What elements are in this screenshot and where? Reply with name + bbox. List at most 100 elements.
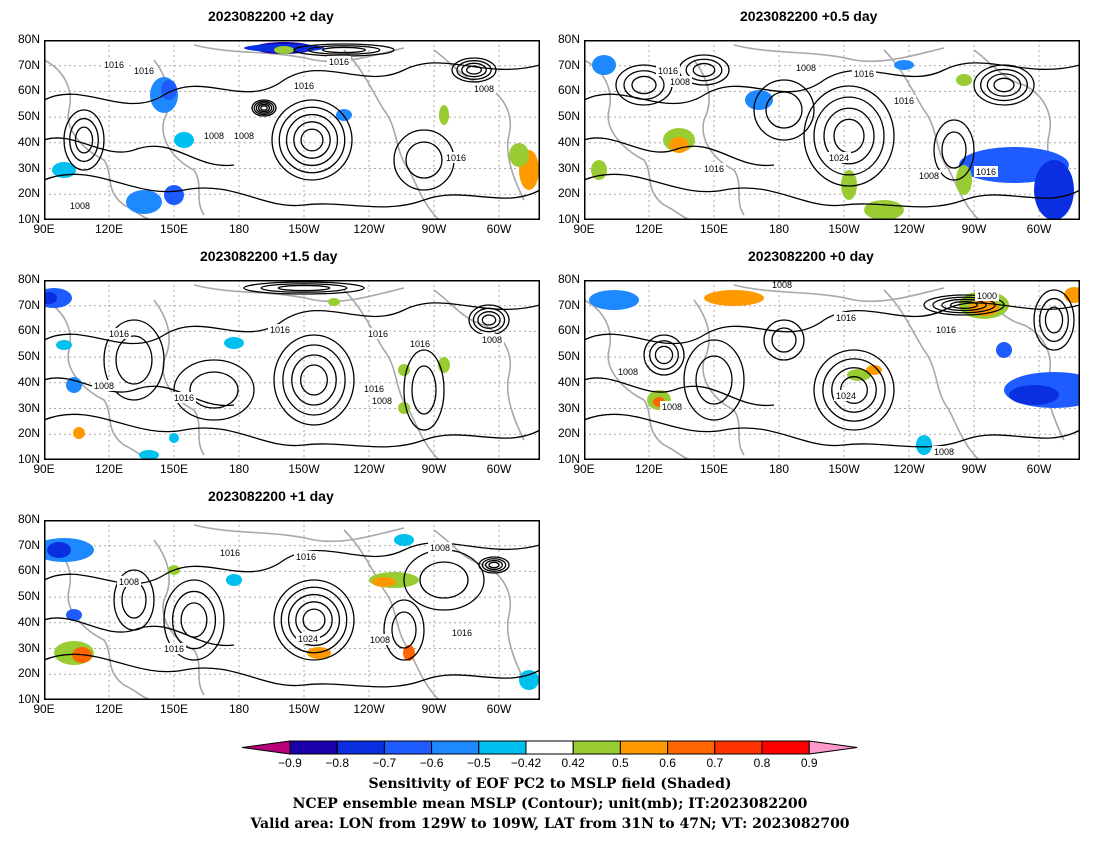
lat-tick-label: 70N bbox=[17, 537, 40, 552]
pressure-label-bg bbox=[107, 328, 131, 339]
sensitivity-shade bbox=[372, 577, 396, 587]
coastline bbox=[733, 284, 945, 303]
lat-tick-label: 70N bbox=[557, 57, 580, 72]
sensitivity-shade bbox=[274, 46, 294, 54]
lat-tick-label: 30N bbox=[17, 400, 40, 415]
pressure-contour bbox=[63, 109, 105, 171]
lon-tick-label: 90E bbox=[573, 222, 595, 236]
pressure-contour bbox=[278, 106, 346, 174]
colorbar-segment bbox=[525, 740, 574, 755]
pressure-contour bbox=[44, 62, 540, 105]
sensitivity-shade bbox=[1009, 385, 1059, 405]
map-frame bbox=[44, 280, 540, 460]
pressure-label-bg bbox=[472, 83, 496, 94]
pressure-label-bg bbox=[117, 576, 141, 587]
pressure-label-bg bbox=[68, 200, 92, 211]
pressure-contour bbox=[980, 68, 1028, 102]
pressure-contour bbox=[584, 413, 1080, 448]
pressure-contour bbox=[584, 377, 775, 407]
lat-tick-label: 20N bbox=[17, 666, 40, 681]
pressure-label: 1016 bbox=[174, 393, 194, 403]
pressure-label-bg bbox=[362, 383, 386, 394]
pressure-contour bbox=[383, 599, 425, 661]
pressure-contour bbox=[293, 121, 331, 159]
map-panel-plus-2-day: 2023082200 +2 day 80N 70N 60N 50N 40N 30N 20N 1… bbox=[0, 0, 550, 240]
pressure-label-bg bbox=[368, 634, 392, 645]
pressure-contour bbox=[485, 559, 503, 571]
pressure-contour bbox=[285, 113, 339, 167]
coastline bbox=[193, 284, 405, 303]
pressure-label: 1016 bbox=[220, 548, 240, 558]
lat-tick-label: 10N bbox=[557, 212, 580, 226]
colorbar-label: 0.9 bbox=[800, 756, 818, 770]
lon-tick-label: 150E bbox=[159, 462, 189, 476]
pressure-label: 1016 bbox=[854, 69, 874, 79]
lat-tick-label: 30N bbox=[17, 640, 40, 655]
sensitivity-shade bbox=[841, 170, 857, 200]
pressure-contour bbox=[654, 345, 674, 365]
sensitivity-shade bbox=[126, 190, 162, 214]
map-frame bbox=[44, 40, 540, 220]
lon-tick-label: 120W bbox=[353, 222, 385, 236]
pressure-label-bg bbox=[294, 551, 318, 562]
pressure-contour bbox=[685, 58, 723, 82]
sensitivity-shade bbox=[1034, 160, 1074, 220]
pressure-contour bbox=[941, 298, 987, 312]
pressure-label: 1016 bbox=[104, 60, 124, 70]
pressure-contour bbox=[833, 118, 865, 154]
map-plot-area: 1016 1016 1008 1008 1024 1008 1016 1016 bbox=[44, 520, 540, 700]
lat-tick-label: 40N bbox=[17, 134, 40, 149]
pressure-label: 1008 bbox=[474, 84, 494, 94]
lon-tick-label: 120W bbox=[353, 702, 385, 716]
pressure-label-bg bbox=[292, 80, 316, 91]
coastline bbox=[584, 59, 695, 220]
lon-tick-label: 90W bbox=[421, 462, 447, 476]
pressure-contour bbox=[271, 99, 353, 181]
pressure-contour bbox=[813, 96, 885, 176]
pressure-contour bbox=[803, 85, 895, 187]
pressure-contour bbox=[753, 79, 815, 141]
pressure-label: 1016 bbox=[894, 96, 914, 106]
sensitivity-shade bbox=[864, 200, 904, 220]
panel-title: 2023082200 +0.5 day bbox=[740, 8, 878, 24]
panel-title: 2023082200 +1 day bbox=[208, 488, 334, 504]
sensitivity-shade bbox=[398, 402, 410, 414]
lon-tick-label: 150W bbox=[288, 462, 320, 476]
pressure-contour bbox=[765, 91, 803, 129]
sensitivity-shade bbox=[44, 292, 57, 304]
lon-tick-label: 90E bbox=[573, 462, 595, 476]
pressure-contour bbox=[277, 284, 331, 292]
pressure-contour bbox=[950, 301, 978, 309]
pressure-contour bbox=[180, 602, 208, 638]
map-panel-plus-1-day: 2023082200 +1 day 80N 70N 60N 50N 40N 30N 20N 1… bbox=[0, 480, 550, 720]
coastline bbox=[343, 49, 440, 220]
pressure-contour bbox=[584, 62, 1080, 105]
pressure-label: 1008 bbox=[370, 635, 390, 645]
sensitivity-shade bbox=[589, 290, 639, 310]
pressure-label: 1016 bbox=[704, 164, 724, 174]
map-frame bbox=[584, 40, 1080, 220]
sensitivity-shade bbox=[164, 185, 184, 205]
pressure-label: 1016 bbox=[446, 153, 466, 163]
pressure-label-bg bbox=[370, 395, 394, 406]
pressure-contour bbox=[300, 128, 324, 152]
pressure-contour bbox=[456, 60, 492, 80]
pressure-label: 1008 bbox=[919, 171, 939, 181]
sensitivity-shade bbox=[328, 298, 340, 306]
pressure-contour bbox=[44, 173, 540, 208]
panel-title: 2023082200 +0 day bbox=[748, 248, 874, 264]
pressure-label: 1016 bbox=[410, 339, 430, 349]
colorbar-label: 0.6 bbox=[659, 756, 676, 770]
colorbar-segment bbox=[619, 740, 669, 755]
pressure-label: 1016 bbox=[452, 628, 472, 638]
pressure-label: 1024 bbox=[298, 634, 318, 644]
lat-tick-label: 40N bbox=[17, 374, 40, 389]
sensitivity-shade bbox=[66, 609, 82, 621]
colorbar-label: −0.9 bbox=[278, 756, 302, 770]
pressure-label-bg bbox=[428, 542, 452, 553]
sensitivity-shade bbox=[169, 433, 179, 443]
pressure-contour bbox=[405, 141, 443, 179]
lat-tick-label: 10N bbox=[17, 452, 40, 466]
pressure-label-bg bbox=[366, 328, 390, 339]
pressure-label-bg bbox=[702, 163, 726, 174]
